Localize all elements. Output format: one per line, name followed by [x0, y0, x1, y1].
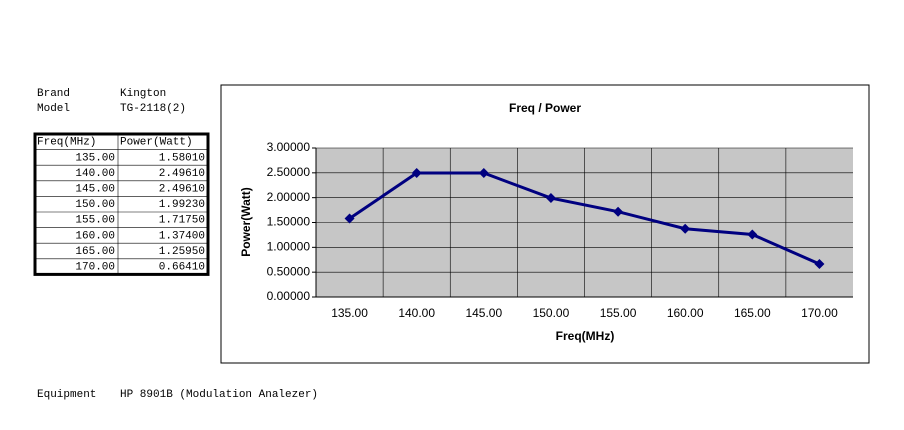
y-tick-label: 2.00000	[267, 190, 311, 204]
x-tick-label: 140.00	[398, 306, 435, 320]
x-axis-label: Freq(MHz)	[556, 329, 615, 343]
y-tick-label: 0.50000	[267, 264, 311, 278]
table-cell: 0.66410	[159, 262, 205, 274]
table-cell: 1.71750	[159, 215, 205, 227]
x-tick-label: 170.00	[801, 306, 838, 320]
data-point	[411, 168, 422, 179]
y-tick-label: 3.00000	[267, 140, 311, 154]
table-cell: 1.25950	[159, 246, 205, 258]
y-tick-label: 1.00000	[267, 240, 311, 254]
table-cell: 140.00	[75, 168, 115, 180]
model-value: TG-2118(2)	[120, 103, 186, 115]
table-cell: 1.99230	[159, 199, 205, 211]
series-line	[348, 171, 821, 266]
data-point	[747, 229, 758, 240]
data-point	[545, 193, 556, 204]
y-axis-label: Power(Watt)	[239, 187, 253, 257]
y-tick-label: 0.00000	[267, 289, 311, 303]
x-tick-label: 155.00	[600, 306, 637, 320]
table-cell: 135.00	[75, 152, 115, 164]
brand-value: Kington	[120, 88, 166, 100]
y-tick-label: 2.50000	[267, 165, 311, 179]
table-border	[33, 132, 210, 276]
brand-label: Brand	[37, 88, 70, 100]
table-cell: 165.00	[75, 246, 115, 258]
table-cell: 2.49610	[159, 168, 205, 180]
table-cell: 155.00	[75, 215, 115, 227]
table-header: Power(Watt)	[120, 137, 193, 149]
table-cell: 1.37400	[159, 230, 205, 242]
table-header: Freq(MHz)	[37, 137, 96, 149]
x-tick-label: 145.00	[465, 306, 502, 320]
y-tick-label: 1.50000	[267, 215, 311, 229]
table-cell: 1.58010	[159, 152, 205, 164]
equipment-value: HP 8901B (Modulation Analezer)	[120, 389, 318, 401]
data-point	[478, 168, 489, 179]
table-cell: 150.00	[75, 199, 115, 211]
x-tick-label: 160.00	[667, 306, 704, 320]
table-cell: 160.00	[75, 230, 115, 242]
table-cell: 145.00	[75, 184, 115, 196]
chart-title: Freq / Power	[509, 101, 581, 115]
x-tick-label: 165.00	[734, 306, 771, 320]
data-point	[680, 223, 691, 234]
data-point	[344, 213, 355, 224]
equipment-label: Equipment	[37, 389, 96, 401]
table-cell: 2.49610	[159, 184, 205, 196]
x-tick-label: 135.00	[331, 306, 368, 320]
x-tick-label: 150.00	[533, 306, 570, 320]
table-cell: 170.00	[75, 262, 115, 274]
data-point	[613, 206, 624, 217]
data-point	[814, 259, 825, 270]
model-label: Model	[37, 103, 70, 115]
